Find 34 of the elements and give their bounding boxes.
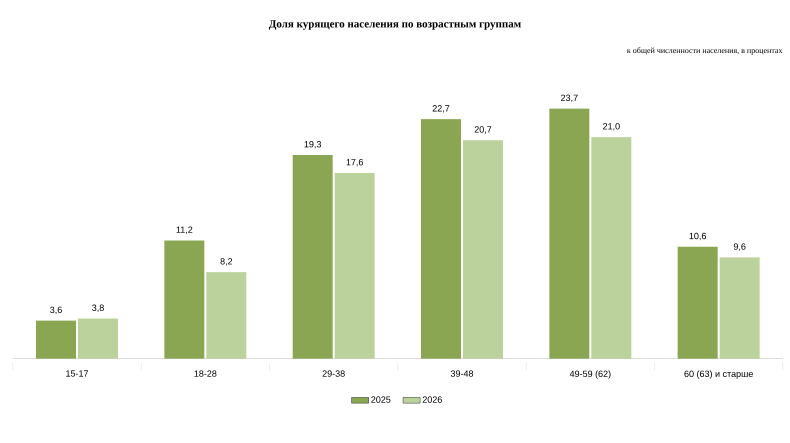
data-label: 20,7 [474,126,492,134]
x-tick-label: 29-38 [322,370,345,377]
legend-label: 2025 [371,396,390,403]
data-label: 11,2 [176,226,192,234]
bar [678,246,718,359]
bar [720,257,760,359]
data-label: 19,3 [304,141,322,148]
bar [78,318,118,359]
data-label: 9,6 [734,243,746,251]
bar [463,140,503,359]
chart-subtitle: к общей численности населения, в процентах [627,47,782,55]
legend-label: 2026 [422,396,442,403]
x-tick-label: 18-28 [194,370,216,377]
data-label: 3,8 [92,304,104,312]
bar [164,240,204,359]
chart-title: Доля курящего населения по возрастным группам [268,20,521,30]
data-label: 17,6 [346,158,364,166]
data-label: 8,2 [220,258,232,266]
data-label: 10,6 [690,232,706,240]
bar [549,108,590,359]
data-label: 23,7 [561,94,578,102]
x-tick-label: 60 (63) и старше [684,370,753,379]
data-label: 3,6 [50,306,62,314]
data-label: 21,0 [603,123,620,131]
bar [36,320,76,359]
bar [206,272,246,359]
bar [292,155,333,359]
x-tick-label: 15-17 [66,370,88,377]
bar [421,119,461,359]
x-tick-label: 39-48 [450,370,474,377]
bar [334,172,375,359]
data-label: 22,7 [432,105,450,113]
x-tick-label: 49-59 (62) [570,370,611,379]
bar [591,137,632,359]
